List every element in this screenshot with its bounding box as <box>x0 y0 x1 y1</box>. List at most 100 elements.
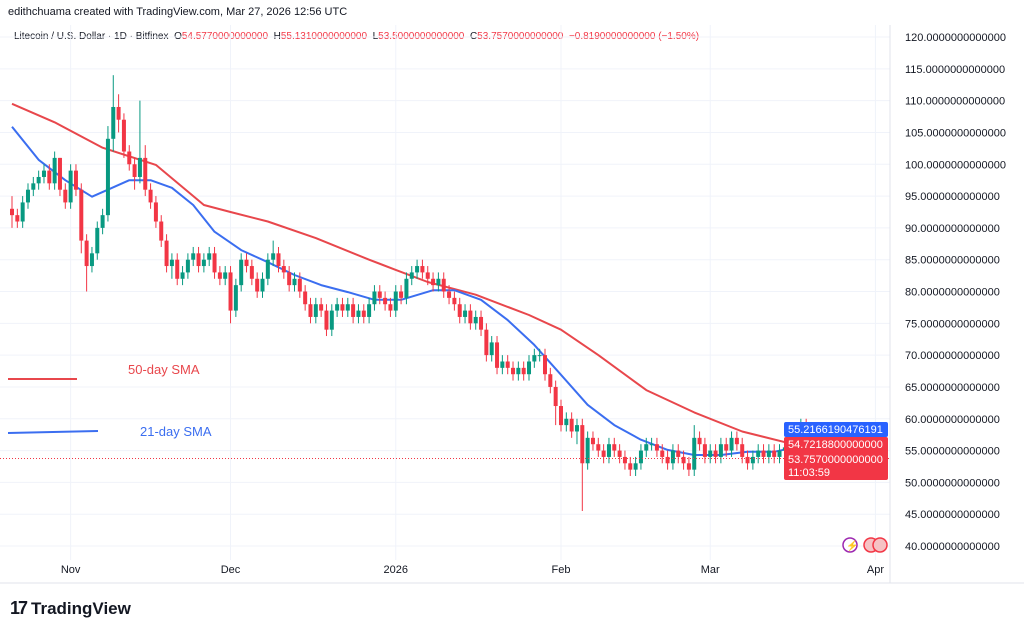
candle-body <box>532 355 537 362</box>
candle <box>654 437 659 457</box>
candle <box>57 157 62 197</box>
price-axis[interactable]: 120.0000000000000 115.0000000000000 110.00… <box>905 32 1006 553</box>
time-axis[interactable]: Nov Dec 2026 Feb Mar Apr <box>61 564 885 576</box>
candle <box>324 304 329 337</box>
candle-body <box>473 316 478 324</box>
candle-body <box>175 259 180 279</box>
candle-body <box>196 253 201 267</box>
last-price-tag-text: 53.7570000000000 <box>788 454 883 466</box>
candle-body <box>660 450 665 457</box>
candle-body <box>574 425 579 432</box>
candle-body <box>681 456 686 464</box>
candle-body <box>670 450 675 464</box>
candle-body <box>324 310 329 330</box>
candle <box>52 151 57 190</box>
candle-body <box>105 138 110 216</box>
candle <box>628 456 633 477</box>
candle-body <box>708 450 713 457</box>
candle-body <box>127 151 132 165</box>
candle-body <box>516 367 521 375</box>
candle-body <box>585 437 590 464</box>
candle <box>697 431 702 451</box>
candle-body <box>303 291 308 305</box>
candle <box>617 444 622 464</box>
candle-body <box>191 253 196 260</box>
candle-body <box>377 291 382 298</box>
candle <box>457 297 462 324</box>
candle <box>372 285 377 311</box>
candle-body <box>356 310 361 317</box>
candle <box>276 246 281 273</box>
candle-body <box>313 304 318 317</box>
candle-body <box>484 329 489 356</box>
candle <box>473 310 478 330</box>
candle-body <box>164 240 169 267</box>
candle-body <box>457 304 462 317</box>
candle <box>153 196 158 228</box>
event-icons[interactable]: ⚡ <box>842 537 888 553</box>
candle <box>404 272 409 305</box>
candle <box>356 304 361 324</box>
candle-body <box>345 304 350 311</box>
y-tick-label: 110.0000000000000 <box>905 96 1005 108</box>
candle-body <box>132 164 137 177</box>
candle <box>223 266 228 286</box>
legend-line-21 <box>7 430 99 434</box>
candle <box>361 304 366 324</box>
candle-body <box>564 418 569 426</box>
y-tick-label: 105.0000000000000 <box>905 127 1006 139</box>
candle <box>377 285 382 305</box>
candle-body <box>463 310 468 317</box>
candle-body <box>766 450 771 457</box>
candle-body <box>415 266 420 273</box>
candle-body <box>201 259 206 267</box>
candle-body <box>116 106 121 120</box>
y-tick-label: 65.0000000000000 <box>905 382 1000 394</box>
candle-body <box>68 170 73 203</box>
candle-body <box>319 304 324 311</box>
candle-body <box>409 272 414 279</box>
candle-body <box>25 189 30 203</box>
price-tags: 55.2166190476191 54.7218800000000 53.75700… <box>0 422 890 480</box>
candle <box>340 297 345 317</box>
candle-body <box>361 310 366 317</box>
author-credit: edithchuama created with TradingView.com… <box>8 6 348 18</box>
candle <box>409 266 414 286</box>
candle <box>95 221 100 260</box>
candle <box>479 310 484 337</box>
candle <box>239 253 244 292</box>
candle <box>319 297 324 317</box>
sma-lines <box>11 102 849 456</box>
candle-body <box>580 425 585 464</box>
candle <box>766 444 771 464</box>
candle-body <box>452 297 457 305</box>
candle <box>686 456 691 477</box>
candle <box>484 323 489 362</box>
candle <box>431 272 436 292</box>
candle-body <box>628 463 633 470</box>
candle-body <box>239 259 244 286</box>
candle <box>217 266 222 286</box>
candle-body <box>153 202 158 222</box>
candle <box>596 437 601 457</box>
candle <box>601 444 606 464</box>
candle-body <box>260 278 265 292</box>
candle <box>511 361 516 381</box>
candle <box>505 355 510 375</box>
candle-body <box>73 170 78 190</box>
logo-text: TradingView <box>31 598 131 618</box>
x-tick-label: Dec <box>221 564 241 576</box>
candle-body <box>297 278 302 292</box>
candle <box>164 234 169 273</box>
candle-body <box>436 278 441 286</box>
candle-body <box>255 278 260 292</box>
tradingview-logo[interactable]: 17 TradingView <box>10 598 131 619</box>
candle <box>393 285 398 317</box>
candle-body <box>212 253 217 273</box>
candle <box>292 272 297 292</box>
candle-body <box>521 367 526 375</box>
candle <box>495 336 500 375</box>
countdown-text: 11:03:59 <box>788 467 830 479</box>
candle <box>271 240 276 267</box>
